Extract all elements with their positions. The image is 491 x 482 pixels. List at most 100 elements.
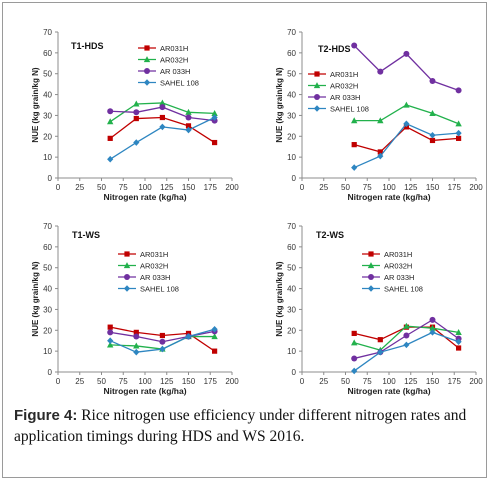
legend-swatch-marker <box>143 56 151 63</box>
legend-item: SAHEL 108 <box>308 105 369 114</box>
data-point <box>351 117 358 124</box>
x-tick-label: 75 <box>119 183 128 192</box>
data-point <box>107 324 113 330</box>
legend-swatch-marker <box>124 251 130 257</box>
data-point <box>429 137 436 144</box>
data-point <box>185 123 192 129</box>
legend-label: AR032H <box>330 82 358 91</box>
x-tick-label: 125 <box>160 183 174 192</box>
data-point <box>351 42 358 49</box>
data-point <box>185 108 192 115</box>
data-point <box>351 355 358 362</box>
data-point <box>212 139 218 146</box>
legend-swatch-marker <box>313 105 321 112</box>
legend: AR031H AR032H AR 033H SAHEL 108 <box>138 44 199 88</box>
x-axis-title: Nitrogen rate (kg/ha) <box>347 192 430 202</box>
panel-label: T2-WS <box>316 230 344 240</box>
legend-item: AR031H <box>138 44 188 53</box>
data-point <box>351 339 358 346</box>
chart-panel-t2-hds: 0 10 20 30 40 50 60 70 0 25 50 75 100 125 150 175 200 Nit… <box>246 18 489 218</box>
data-point <box>133 109 140 116</box>
x-tick-label: 0 <box>56 183 61 192</box>
x-axis-title: Nitrogen rate (kg/ha) <box>347 386 430 396</box>
chart-panel-t2-ws: 0 10 20 30 40 50 60 70 0 25 50 75 100 125 150 175 200 Nit… <box>246 212 489 412</box>
y-tick-label: 20 <box>43 132 52 141</box>
legend-item: AR032H <box>118 262 168 271</box>
legend-item: AR032H <box>308 82 358 91</box>
data-point <box>377 337 383 343</box>
data-point <box>133 139 140 146</box>
data-point <box>159 332 165 339</box>
y-tick-label: 70 <box>287 28 296 37</box>
data-point <box>133 100 140 107</box>
x-tick-label: 50 <box>97 183 106 192</box>
y-axis-title: NUE (kg grain/kg N) <box>31 67 40 142</box>
data-point <box>107 337 114 345</box>
x-tick-label: 150 <box>426 377 440 386</box>
y-tick-label: 10 <box>43 347 52 356</box>
legend-swatch-marker <box>368 251 374 257</box>
series-ar-033h <box>107 104 218 124</box>
data-point <box>133 115 139 122</box>
legend-swatch-marker <box>124 274 130 280</box>
legend-label: SAHEL 108 <box>160 79 199 88</box>
y-tick-label: 60 <box>287 49 296 58</box>
caption-label: Figure 4: <box>14 407 78 424</box>
data-point <box>403 322 410 329</box>
data-point <box>212 348 218 354</box>
data-point <box>351 142 357 148</box>
data-point <box>377 152 384 160</box>
x-tick-label: 25 <box>319 183 328 192</box>
legend-swatch-marker <box>314 94 320 100</box>
series-ar-033h <box>351 42 462 94</box>
legend-label: AR 033H <box>160 67 190 76</box>
data-point <box>429 324 436 331</box>
x-tick-label: 0 <box>56 377 61 386</box>
data-point <box>377 348 384 356</box>
y-tick-label: 50 <box>287 264 296 273</box>
legend-label: SAHEL 108 <box>384 285 423 294</box>
x-tick-label: 200 <box>225 377 239 386</box>
x-tick-label: 150 <box>426 183 440 192</box>
legend-swatch-marker <box>144 68 150 74</box>
legend-item: AR 033H <box>118 273 170 282</box>
legend-item: AR031H <box>308 70 358 79</box>
data-point <box>429 329 436 336</box>
y-tick-label: 30 <box>43 111 52 120</box>
legend-item: AR 033H <box>138 67 190 76</box>
chart-svg: 0 10 20 30 40 50 60 70 0 25 50 75 100 125 150 175 200 Nit… <box>31 222 239 396</box>
y-tick-label: 20 <box>287 326 296 335</box>
data-point <box>159 123 166 131</box>
x-tick-label: 75 <box>363 377 372 386</box>
x-tick-label: 50 <box>341 377 350 386</box>
legend-label: AR031H <box>384 250 412 259</box>
data-point <box>403 341 410 349</box>
data-point <box>455 120 462 127</box>
y-tick-label: 70 <box>43 28 52 37</box>
x-tick-label: 100 <box>138 377 152 386</box>
y-tick-label: 10 <box>287 347 296 356</box>
y-tick-label: 30 <box>287 111 296 120</box>
y-tick-label: 0 <box>48 368 53 377</box>
series-line <box>353 122 459 169</box>
y-tick-label: 10 <box>287 153 296 162</box>
data-point <box>351 164 358 171</box>
x-tick-label: 200 <box>469 377 483 386</box>
legend-item: AR032H <box>138 56 188 65</box>
x-tick-label: 50 <box>97 377 106 386</box>
y-tick-label: 50 <box>43 264 52 273</box>
y-tick-label: 30 <box>287 305 296 314</box>
x-tick-label: 200 <box>469 183 483 192</box>
data-point <box>133 348 140 356</box>
chart-svg: 0 10 20 30 40 50 60 70 0 25 50 75 100 125 150 175 200 Nit… <box>31 28 239 202</box>
legend-swatch-marker <box>314 71 320 77</box>
data-point <box>429 131 436 139</box>
series-ar032h <box>351 101 462 127</box>
legend: AR031H AR032H AR 033H SAHEL 108 <box>308 70 369 114</box>
x-tick-label: 175 <box>448 377 462 386</box>
y-tick-label: 30 <box>43 305 52 314</box>
data-point <box>455 328 462 335</box>
legend-item: AR031H <box>118 250 168 259</box>
series-ar-033h <box>351 316 462 362</box>
data-point <box>456 345 462 351</box>
